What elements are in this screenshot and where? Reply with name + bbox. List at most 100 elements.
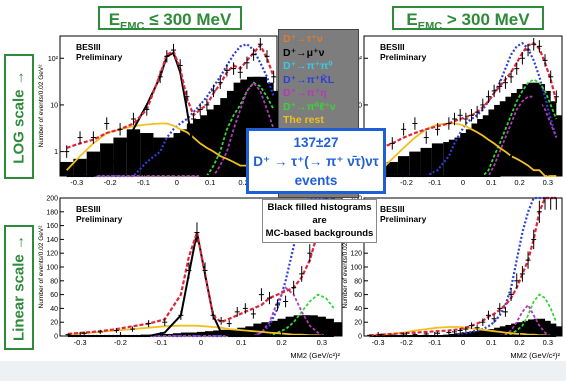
data-point: [271, 70, 277, 84]
data-point: [536, 200, 542, 223]
data-point: [553, 197, 559, 210]
header-low-main: E: [108, 10, 121, 29]
y-tick-label: 10²: [48, 56, 59, 63]
linear-scale-label: Linear scale →: [4, 225, 34, 350]
data-point: [130, 326, 136, 332]
data-point: [502, 306, 508, 317]
mu-nu-line: [68, 232, 334, 337]
data-point: [463, 112, 469, 126]
legend-item: D⁺→π⁺π⁰: [283, 60, 333, 72]
plot-top-left: -0.3 -0.2 -0.1 0 0.1 0.2 1 10 10² BESIII Prelimina…: [36, 32, 281, 192]
background-bin: [325, 322, 342, 336]
legend-item: D⁺→π⁺K̄L: [283, 73, 335, 86]
y-tick-label: 160: [46, 223, 58, 230]
data-point: [113, 328, 119, 333]
pi-eta-line: [66, 81, 275, 177]
y-tick-label: 80: [354, 278, 362, 285]
data-point: [474, 324, 480, 331]
data-point: [237, 66, 243, 79]
data-point: [389, 334, 395, 336]
data-point: [542, 197, 548, 210]
plot-top-right: -0.2-0.100.10.20.311010²BESIIIPreliminar…: [340, 32, 566, 192]
x-axis-label: MM2 (GeV/c²)²: [510, 351, 560, 360]
data-point: [197, 103, 203, 116]
data-point: [81, 331, 87, 335]
x-tick-label: 0: [461, 178, 465, 187]
pi0-lnu-line: [369, 78, 558, 177]
data-point: [542, 54, 548, 67]
data-point: [217, 76, 223, 89]
x-axis-label: MM2 (GeV/c²)²: [290, 351, 340, 360]
data-point: [502, 76, 508, 89]
data-point: [162, 318, 168, 326]
data-point: [186, 262, 192, 279]
header-low-rest: ≤ 300 MeV: [144, 10, 232, 29]
x-tick-label: 0.1: [486, 338, 496, 347]
log-scale-text: LOG scale →: [10, 69, 28, 164]
data-point: [90, 131, 96, 144]
y-tick-label: 1: [54, 149, 58, 156]
background-bin: [522, 320, 534, 336]
data-point: [435, 331, 441, 335]
y-tick-label: 120: [46, 251, 58, 258]
data-point: [283, 295, 289, 308]
data-point: [497, 303, 503, 314]
data-point: [435, 123, 441, 136]
data-point: [519, 52, 525, 65]
background-bin: [431, 143, 444, 176]
data-point: [519, 266, 525, 282]
bottom-strip: [0, 361, 566, 381]
data-point: [164, 50, 170, 63]
background-bin: [499, 101, 512, 176]
data-point: [65, 333, 71, 336]
background-bin: [397, 156, 410, 176]
data-point: [226, 320, 232, 328]
x-tick-label: 0.3: [317, 338, 327, 347]
data-point: [548, 70, 554, 84]
data-point: [250, 309, 256, 319]
dd-fit-line: [66, 42, 275, 178]
data-point: [157, 70, 163, 84]
data-point: [525, 251, 531, 269]
bes-label: BESIII: [380, 42, 405, 52]
log-scale-label: LOG scale →: [4, 54, 34, 179]
data-point: [389, 137, 395, 150]
data-point: [485, 90, 491, 103]
data-point: [242, 303, 248, 314]
data-point: [446, 330, 452, 335]
data-point: [508, 288, 514, 302]
y-tick-label: 200: [46, 196, 58, 203]
y-tick-label: 0: [54, 334, 58, 341]
x-tick-label: -0.2: [104, 178, 117, 187]
signal-unit: events: [294, 173, 338, 188]
y-axis-label: Number of events/0.02 GeV²: [342, 225, 349, 309]
data-point: [194, 222, 200, 243]
data-point: [64, 145, 70, 158]
data-point: [191, 112, 197, 126]
y-tick-label: 40: [354, 306, 362, 313]
data-point: [231, 62, 237, 75]
pi0-lnu-line: [369, 293, 558, 337]
signal-yield-callout: 137±27 D⁺ → τ⁺(→ π⁺ ν̄τ)ντ events: [246, 128, 386, 194]
y-axis-label: Number of events/0.02 GeV²: [38, 64, 45, 148]
x-tick-label: 0: [199, 338, 203, 347]
x-tick-label: -0.3: [70, 178, 83, 187]
data-point: [130, 112, 136, 126]
prelim-label: Preliminary: [380, 52, 427, 62]
y-tick-label: 10: [50, 102, 58, 109]
x-tick-label: -0.2: [114, 338, 127, 347]
y-tick-label: 80: [50, 278, 58, 285]
data-point: [401, 332, 407, 336]
x-tick-label: 0.3: [543, 338, 553, 347]
background-bin: [545, 323, 557, 336]
data-point: [531, 229, 537, 250]
data-point: [491, 314, 497, 323]
background-bin: [100, 143, 114, 176]
data-point: [275, 299, 281, 311]
x-tick-label: -0.3: [74, 338, 87, 347]
background-bin: [386, 161, 398, 176]
x-tick-label: 0: [175, 178, 179, 187]
data-point: [202, 262, 208, 279]
data-point: [218, 316, 224, 325]
data-point: [299, 266, 305, 282]
